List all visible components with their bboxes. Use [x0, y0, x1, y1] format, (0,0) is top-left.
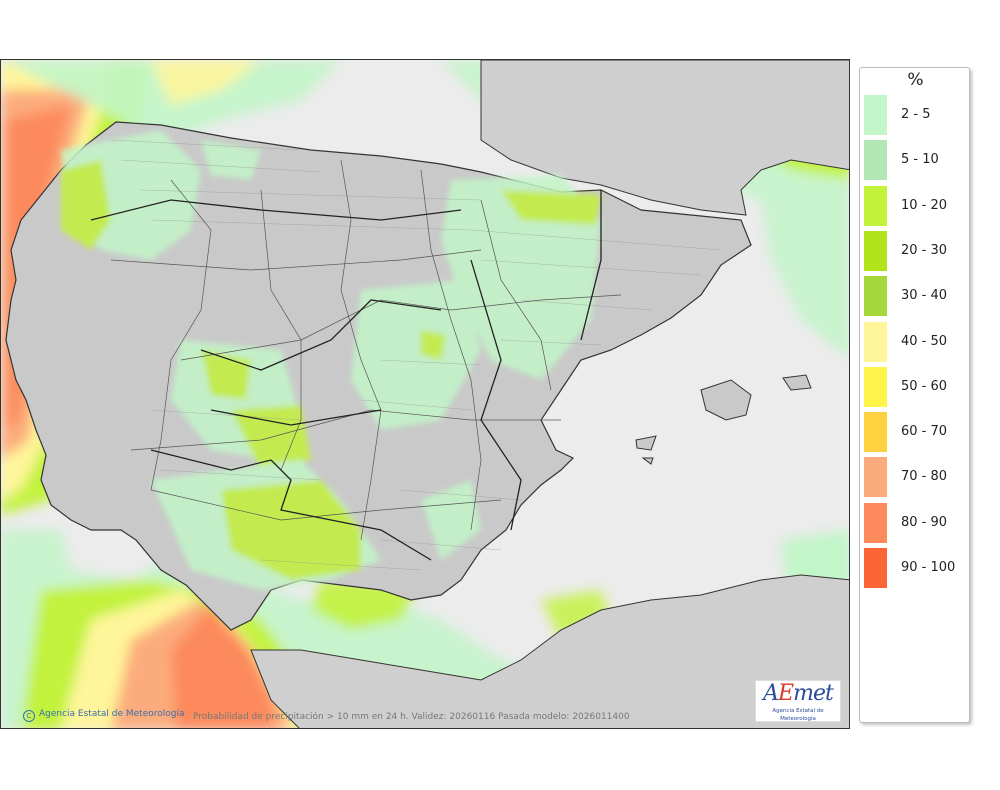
credit-text: Agencia Estatal de Meteorología [39, 709, 185, 719]
legend-item: 80 - 90 [864, 502, 968, 543]
legend-item: 60 - 70 [864, 412, 968, 453]
balearic-islands [635, 374, 812, 465]
legend-swatch [864, 548, 887, 588]
legend-item: 30 - 40 [864, 276, 968, 317]
legend-item: 2 - 5 [864, 95, 968, 135]
legend-label: 70 - 80 [901, 469, 948, 485]
legend-item: 90 - 100 [864, 548, 968, 588]
logo-subtitle: Agencia Estatal de Meteorología [772, 708, 824, 722]
north-africa [250, 574, 849, 728]
legend-swatch [864, 366, 887, 407]
legend-item: 20 - 30 [864, 230, 968, 271]
legend-swatch [864, 276, 887, 317]
legend-item: 50 - 60 [864, 366, 968, 407]
legend-swatch [864, 230, 887, 271]
aemet-logo: AEmet Agencia Estatal de Meteorología [755, 680, 841, 722]
legend-label: 80 - 90 [901, 514, 948, 530]
map-panel[interactable]: C Agencia Estatal de Meteorología Probabi… [0, 59, 850, 729]
legend-label: 40 - 50 [901, 333, 948, 349]
legend-swatch [864, 412, 887, 453]
legend-item: 70 - 80 [864, 457, 968, 498]
relief-shading [110, 139, 722, 571]
legend-swatch [864, 140, 887, 181]
map-caption: Probabilidad de precipitación > 10 mm en… [193, 712, 630, 722]
inland-probability-fields [61, 130, 601, 590]
legend-label: 50 - 60 [901, 378, 948, 394]
legend-unit: % [907, 70, 924, 90]
legend-swatch [864, 185, 887, 226]
legend-item: 40 - 50 [864, 321, 968, 362]
region-borders [90, 190, 602, 561]
legend-swatch [864, 95, 887, 135]
legend-label: 30 - 40 [901, 288, 948, 304]
legend-label: 20 - 30 [901, 242, 948, 258]
legend-swatch [864, 457, 887, 498]
legend: % 2 - 5 5 - 10 10 - 20 20 - 30 30 - 40 40 - 5… [859, 67, 970, 723]
legend-label: 10 - 20 [901, 197, 948, 213]
legend-label: 60 - 70 [901, 424, 948, 440]
legend-label: 2 - 5 [901, 107, 931, 122]
legend-swatch [864, 502, 887, 543]
precipitation-map [1, 60, 849, 728]
legend-label: 5 - 10 [901, 152, 939, 168]
credit-line: C Agencia Estatal de Meteorología [23, 709, 185, 722]
legend-label: 90 - 100 [901, 560, 956, 575]
copyright-icon: C [23, 710, 35, 722]
france [480, 60, 849, 216]
admin-borders [110, 159, 622, 541]
legend-swatch [864, 321, 887, 362]
legend-item: 5 - 10 [864, 140, 968, 181]
legend-item: 10 - 20 [864, 185, 968, 226]
logo-brand: AEmet [763, 681, 834, 706]
